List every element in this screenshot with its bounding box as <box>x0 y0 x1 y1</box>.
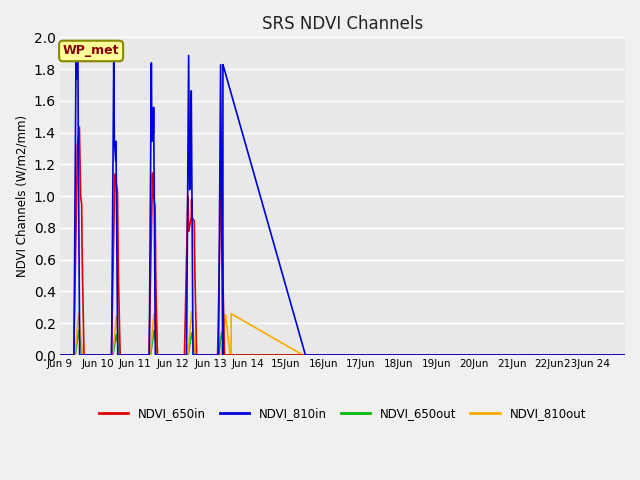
Y-axis label: NDVI Channels (W/m2/mm): NDVI Channels (W/m2/mm) <box>15 115 28 277</box>
Text: WP_met: WP_met <box>63 45 119 58</box>
Title: SRS NDVI Channels: SRS NDVI Channels <box>262 15 423 33</box>
Legend: NDVI_650in, NDVI_810in, NDVI_650out, NDVI_810out: NDVI_650in, NDVI_810in, NDVI_650out, NDV… <box>94 402 591 425</box>
